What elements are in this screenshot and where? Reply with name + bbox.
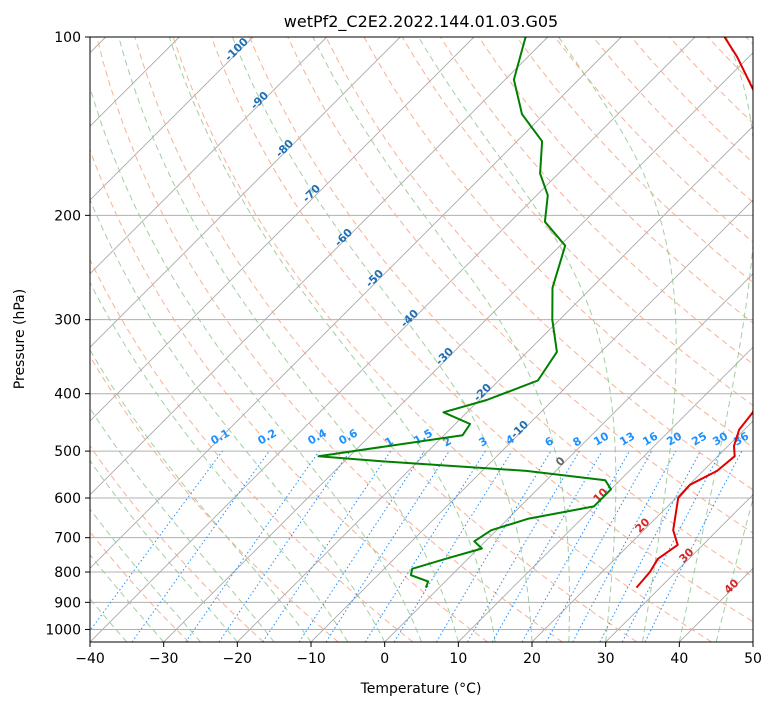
chart-title: wetPf2_C2E2.2022.144.01.03.G05	[284, 12, 558, 32]
isotherm-line	[163, 52, 753, 642]
moist-adiabat-line	[90, 407, 275, 642]
dry-adiabat-line	[172, 37, 712, 642]
dry-adiabat-line	[325, 37, 753, 491]
isotherm-line	[310, 199, 753, 642]
moist-adiabat-line	[90, 85, 422, 642]
mixing-ratio-line	[131, 450, 270, 642]
mixing-ratio-line	[325, 450, 450, 642]
isotherm-line	[457, 346, 753, 642]
mixing-ratio-line	[572, 450, 677, 642]
moist-adiabat-line	[90, 281, 349, 642]
isotherm-line	[236, 125, 753, 642]
moist-adiabat-line	[231, 37, 533, 642]
moist-adiabat-line	[715, 497, 753, 642]
mixing-ratio-line	[90, 450, 223, 632]
isotherm-line	[90, 37, 622, 569]
dry-adiabat-line	[90, 445, 264, 642]
x-tick-label: 20	[523, 651, 541, 667]
y-tick-label: 1000	[45, 622, 81, 638]
isotherm-line	[605, 494, 753, 642]
moist-adiabat-line	[312, 37, 570, 642]
plot-border	[89, 36, 754, 643]
y-tick-label: 200	[54, 208, 81, 224]
moist-adiabat-line	[90, 198, 386, 642]
isotherm-line	[531, 420, 753, 642]
moist-adiabat-line	[118, 37, 459, 642]
moist-adiabat-line	[418, 37, 617, 642]
dry-adiabat-line	[134, 37, 638, 642]
mixing-ratio-line	[644, 450, 743, 642]
y-tick-label: 900	[54, 595, 81, 611]
dry-adiabat-line	[210, 37, 753, 623]
x-tick-label: −20	[223, 651, 253, 667]
x-tick-label: 10	[449, 651, 467, 667]
x-tick-label: −40	[75, 651, 105, 667]
dry-adiabat-line	[90, 355, 339, 642]
y-tick-label: 400	[54, 387, 81, 403]
moist-adiabat-line	[90, 459, 238, 642]
moist-adiabat-line	[90, 554, 165, 642]
x-axis-ticks: −40 −30 −20 −10 0 10 20 30 40 50	[75, 642, 762, 667]
y-tick-label: 700	[54, 531, 81, 547]
y-tick-label: 600	[54, 491, 81, 507]
isotherm-line	[90, 37, 475, 422]
y-axis-label: Pressure (hPa)	[12, 289, 28, 389]
mixing-ratio-line	[218, 450, 351, 642]
x-tick-label: −10	[296, 651, 326, 667]
x-tick-label: 30	[597, 651, 615, 667]
x-axis-label: Temperature (°C)	[360, 681, 482, 697]
moist-adiabat-line	[90, 508, 201, 642]
moist-adiabat-line	[90, 598, 128, 642]
dry-adiabat-line	[249, 37, 753, 578]
moist-adiabat-line	[678, 37, 753, 642]
plot-frame	[89, 36, 754, 643]
x-tick-label: 50	[744, 651, 762, 667]
y-tick-label: 800	[54, 565, 81, 581]
x-tick-label: 40	[670, 651, 688, 667]
isotherm-line	[90, 37, 549, 496]
mixing-ratio-line	[262, 450, 392, 642]
moist-adiabat-line	[558, 37, 677, 642]
x-tick-label: 0	[380, 651, 389, 667]
isotherm-line	[752, 641, 753, 642]
mixing-ratio-line	[393, 450, 513, 642]
mixing-ratio-line	[298, 450, 425, 642]
isotherm-line	[90, 37, 328, 275]
dry-adiabat-line	[516, 37, 753, 284]
plot-area	[90, 37, 753, 642]
moist-adiabat-line	[168, 37, 496, 642]
x-tick-label: −30	[149, 651, 179, 667]
isotherm-line	[384, 273, 753, 642]
y-tick-label: 300	[54, 313, 81, 329]
mixing-ratio-line	[545, 450, 653, 642]
dry-adiabat-line	[90, 258, 414, 642]
isotherm-line	[90, 37, 696, 642]
mixing-ratio-line	[185, 450, 320, 642]
dry-adiabat-line	[96, 37, 563, 642]
dewpoint-profile-line	[317, 37, 612, 588]
plot-background	[90, 37, 753, 642]
grid-layer	[90, 37, 753, 642]
y-tick-label: 100	[54, 30, 81, 46]
isotherm-line	[90, 37, 254, 201]
dry-adiabat-line	[287, 37, 753, 534]
moist-adiabat-line	[90, 349, 312, 642]
y-axis-ticks: 100 200 300 400 500 600 700 800 900 1000	[45, 30, 90, 638]
y-tick-label: 500	[54, 444, 81, 460]
